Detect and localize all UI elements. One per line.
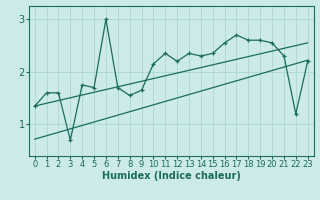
X-axis label: Humidex (Indice chaleur): Humidex (Indice chaleur) xyxy=(102,171,241,181)
